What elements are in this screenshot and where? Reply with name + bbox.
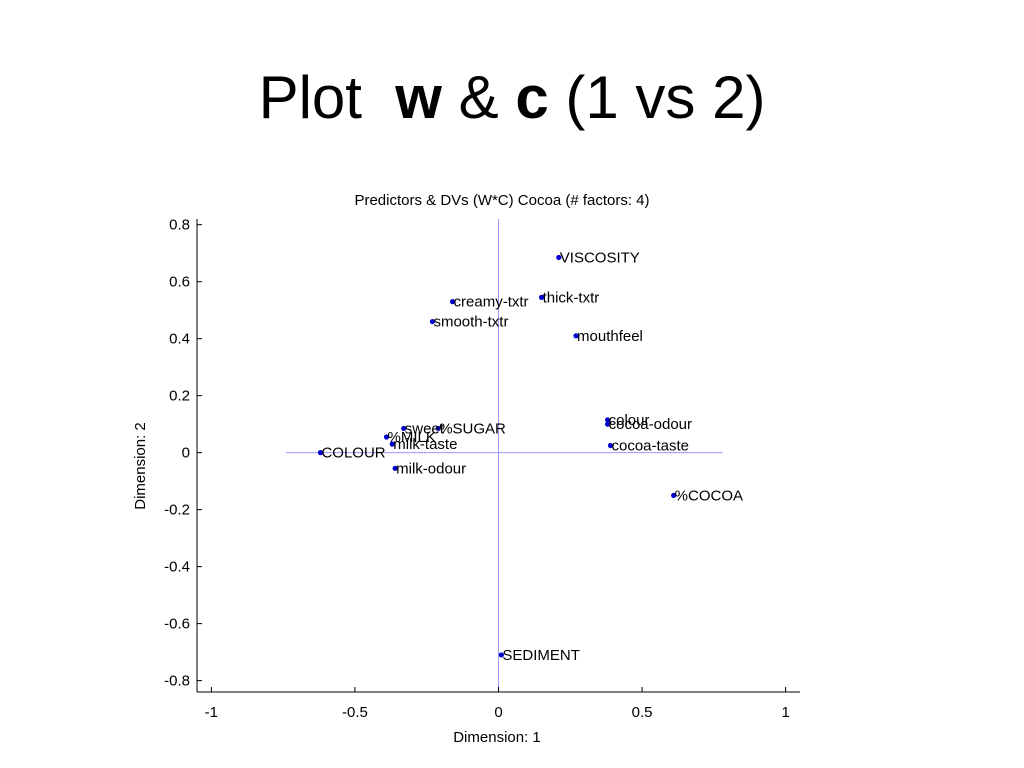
data-point <box>401 425 407 432</box>
title-amp: & <box>458 64 499 131</box>
data-point <box>383 434 390 440</box>
x-tick-label: -1 <box>205 704 218 721</box>
data-point <box>317 450 324 456</box>
data-point-label: milk-odour <box>396 460 466 477</box>
data-point <box>392 465 398 471</box>
data-point <box>389 441 395 447</box>
y-tick-label: -0.8 <box>164 673 190 690</box>
title-suffix: (1 vs 2) <box>565 64 766 131</box>
data-point <box>671 492 677 498</box>
y-tick-label: 0 <box>182 445 190 462</box>
data-point <box>605 421 611 427</box>
data-point <box>607 442 614 449</box>
data-point-label: COLOUR <box>321 445 385 462</box>
y-tick-label: -0.4 <box>164 559 190 576</box>
y-tick-label: 0.8 <box>169 217 190 234</box>
data-point-label: sweet <box>405 420 445 437</box>
data-point-label: %SUGAR <box>439 420 506 437</box>
title-c: c <box>515 64 549 131</box>
data-point <box>556 254 562 261</box>
data-point-label: creamy-txtr <box>454 294 529 311</box>
data-point-label: %COCOA <box>675 487 743 504</box>
data-point-label: %MILK <box>388 429 436 446</box>
data-point-label: SEDIMENT <box>502 647 580 664</box>
x-tick-label: 0 <box>494 704 502 721</box>
title-w: w <box>395 64 442 131</box>
y-tick-label: 0.2 <box>169 388 190 405</box>
data-point-label: cocoa-taste <box>611 438 689 455</box>
data-point-label: mouthfeel <box>577 328 643 345</box>
y-tick-label: 0.6 <box>169 274 190 291</box>
y-tick-label: -0.6 <box>164 616 190 633</box>
data-point <box>605 417 611 423</box>
data-point-label: smooth-txtr <box>433 314 508 331</box>
data-points: VISCOSITY thick-txtr creamy-txtr smooth-txt… <box>317 249 743 664</box>
y-tick-label: 0.4 <box>169 331 190 348</box>
data-point-label: milk-taste <box>393 436 457 453</box>
data-point <box>498 652 504 658</box>
x-tick-label: 1 <box>781 704 789 721</box>
data-point <box>435 425 441 432</box>
data-point <box>429 318 436 325</box>
data-point <box>449 299 456 305</box>
slide-title: Plot w & c (1 vs 2) <box>0 58 1024 138</box>
y-axis-label: Dimension: 2 <box>132 422 149 510</box>
x-axis-label: Dimension: 1 <box>453 729 541 746</box>
x-tick-label: -0.5 <box>342 704 368 721</box>
data-point-label: VISCOSITY <box>560 249 640 266</box>
axes: -1 -0.5 0 0.5 1 0.8 0.6 0.4 0.2 0 -0.2 -0.4 -0.6 -0.8 <box>164 217 800 721</box>
data-point-label: colour <box>609 412 650 429</box>
chart-title: Predictors & DVs (W*C) Cocoa (# factors:… <box>354 192 649 209</box>
data-point <box>573 333 579 339</box>
title-prefix: Plot <box>258 64 362 131</box>
x-tick-label: 0.5 <box>632 704 653 721</box>
data-point <box>538 294 545 300</box>
data-point-label: thick-txtr <box>543 289 600 306</box>
data-point-label: cocoa-odour <box>609 416 692 433</box>
y-tick-label: -0.2 <box>164 502 190 519</box>
